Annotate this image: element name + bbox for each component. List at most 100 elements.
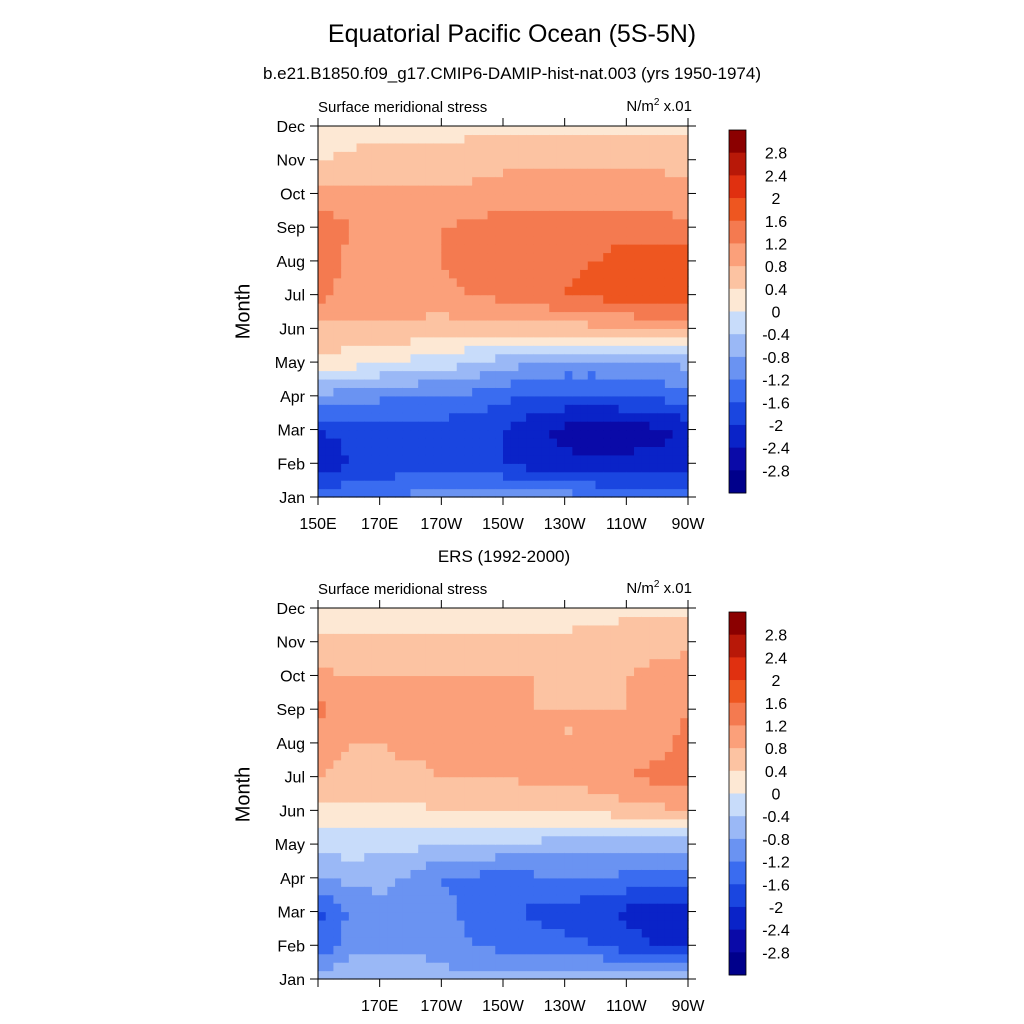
heatmap-cell (526, 717, 535, 727)
heatmap-cell (441, 260, 450, 270)
heatmap-cell (364, 726, 373, 736)
heatmap-cell (641, 945, 651, 955)
heatmap-cell (348, 624, 358, 634)
heatmap-cell (518, 835, 527, 845)
heatmap-cell (402, 675, 412, 685)
heatmap-cell (549, 311, 558, 321)
heatmap-cell (634, 903, 643, 913)
heatmap-cell (526, 277, 535, 287)
heatmap-cell (533, 962, 543, 972)
heatmap-cell (603, 903, 612, 913)
heatmap-cell (626, 370, 635, 380)
heatmap-cell (564, 463, 573, 473)
heatmap-cell (487, 869, 496, 879)
heatmap-cell (425, 860, 435, 870)
heatmap-cell (464, 919, 473, 930)
heatmap-cell (580, 793, 589, 803)
heatmap-cell (318, 336, 327, 346)
heatmap-cell (541, 454, 550, 464)
heatmap-cell (541, 751, 550, 761)
heatmap-cell (580, 454, 589, 464)
heatmap-cell (549, 235, 558, 245)
y-tick-label: Apr (280, 389, 306, 406)
heatmap-cell (364, 252, 373, 262)
heatmap-cell (495, 235, 504, 245)
heatmap-cell (410, 185, 419, 195)
heatmap-cell (503, 142, 512, 152)
heatmap-cell (333, 294, 342, 304)
heatmap-cell (556, 244, 566, 254)
heatmap-cell (587, 286, 597, 296)
heatmap-cell (580, 421, 589, 431)
heatmap-cell (418, 201, 427, 211)
heatmap-cell (580, 345, 589, 355)
heatmap-cell (564, 818, 573, 828)
heatmap-cell (541, 176, 550, 186)
heatmap-cell (341, 835, 350, 845)
heatmap-cell (379, 446, 388, 456)
heatmap-cell (672, 471, 681, 481)
heatmap-cell (618, 886, 627, 896)
heatmap-cell (526, 311, 535, 321)
heatmap-cell (518, 827, 527, 837)
heatmap-cell (595, 353, 604, 363)
heatmap-cell (433, 252, 442, 262)
panel-2-variable-label: Surface meridional stress (318, 581, 488, 598)
heatmap-cell (510, 480, 520, 490)
heatmap-cell (456, 328, 466, 338)
heatmap-cell (587, 759, 597, 769)
heatmap-cell (672, 801, 681, 811)
heatmap-cell (410, 159, 419, 169)
heatmap-cell (318, 134, 327, 144)
heatmap-cell (410, 404, 419, 414)
heatmap-cell (634, 709, 643, 719)
heatmap-cell (649, 269, 658, 279)
heatmap-cell (634, 404, 643, 414)
heatmap-cell (533, 176, 543, 186)
heatmap-cell (572, 387, 581, 397)
heatmap-cell (503, 675, 512, 685)
heatmap-cell (533, 404, 543, 414)
heatmap-cell (657, 608, 666, 618)
heatmap-cell (610, 480, 620, 490)
heatmap-cell (664, 269, 674, 279)
heatmap-cell (526, 801, 535, 811)
heatmap-cell (425, 936, 435, 946)
heatmap-cell (603, 827, 612, 837)
heatmap-cell (634, 886, 643, 896)
heatmap-cell (449, 911, 458, 921)
heatmap-cell (672, 395, 681, 405)
heatmap-cell (441, 801, 450, 811)
heatmap-cell (641, 142, 651, 152)
heatmap-cell (402, 801, 412, 811)
heatmap-cell (456, 675, 466, 685)
heatmap-cell (618, 244, 627, 254)
heatmap-cell (657, 252, 666, 262)
heatmap-cell (587, 919, 597, 930)
heatmap-cell (449, 168, 458, 178)
heatmap-cell (564, 860, 573, 870)
heatmap-cell (402, 252, 412, 262)
heatmap-cell (580, 667, 589, 677)
heatmap-cell (441, 176, 450, 186)
heatmap-cell (603, 395, 612, 405)
heatmap-cell (348, 336, 358, 346)
heatmap-cell (410, 319, 419, 329)
heatmap-cell (325, 277, 335, 287)
heatmap-cell (325, 633, 335, 643)
heatmap-cell (325, 801, 335, 811)
heatmap-cell (518, 277, 527, 287)
heatmap-cell (425, 446, 435, 456)
heatmap-cell (572, 362, 581, 372)
heatmap-cell (456, 801, 466, 811)
heatmap-cell (618, 353, 627, 363)
heatmap-cell (649, 437, 658, 448)
heatmap-cell (479, 151, 489, 161)
heatmap-cell (433, 362, 442, 372)
heatmap-cell (580, 810, 589, 820)
heatmap-cell (672, 624, 681, 634)
heatmap-cell (433, 683, 442, 693)
heatmap-cell (556, 903, 566, 913)
heatmap-cell (610, 919, 620, 930)
heatmap-cell (387, 624, 396, 634)
